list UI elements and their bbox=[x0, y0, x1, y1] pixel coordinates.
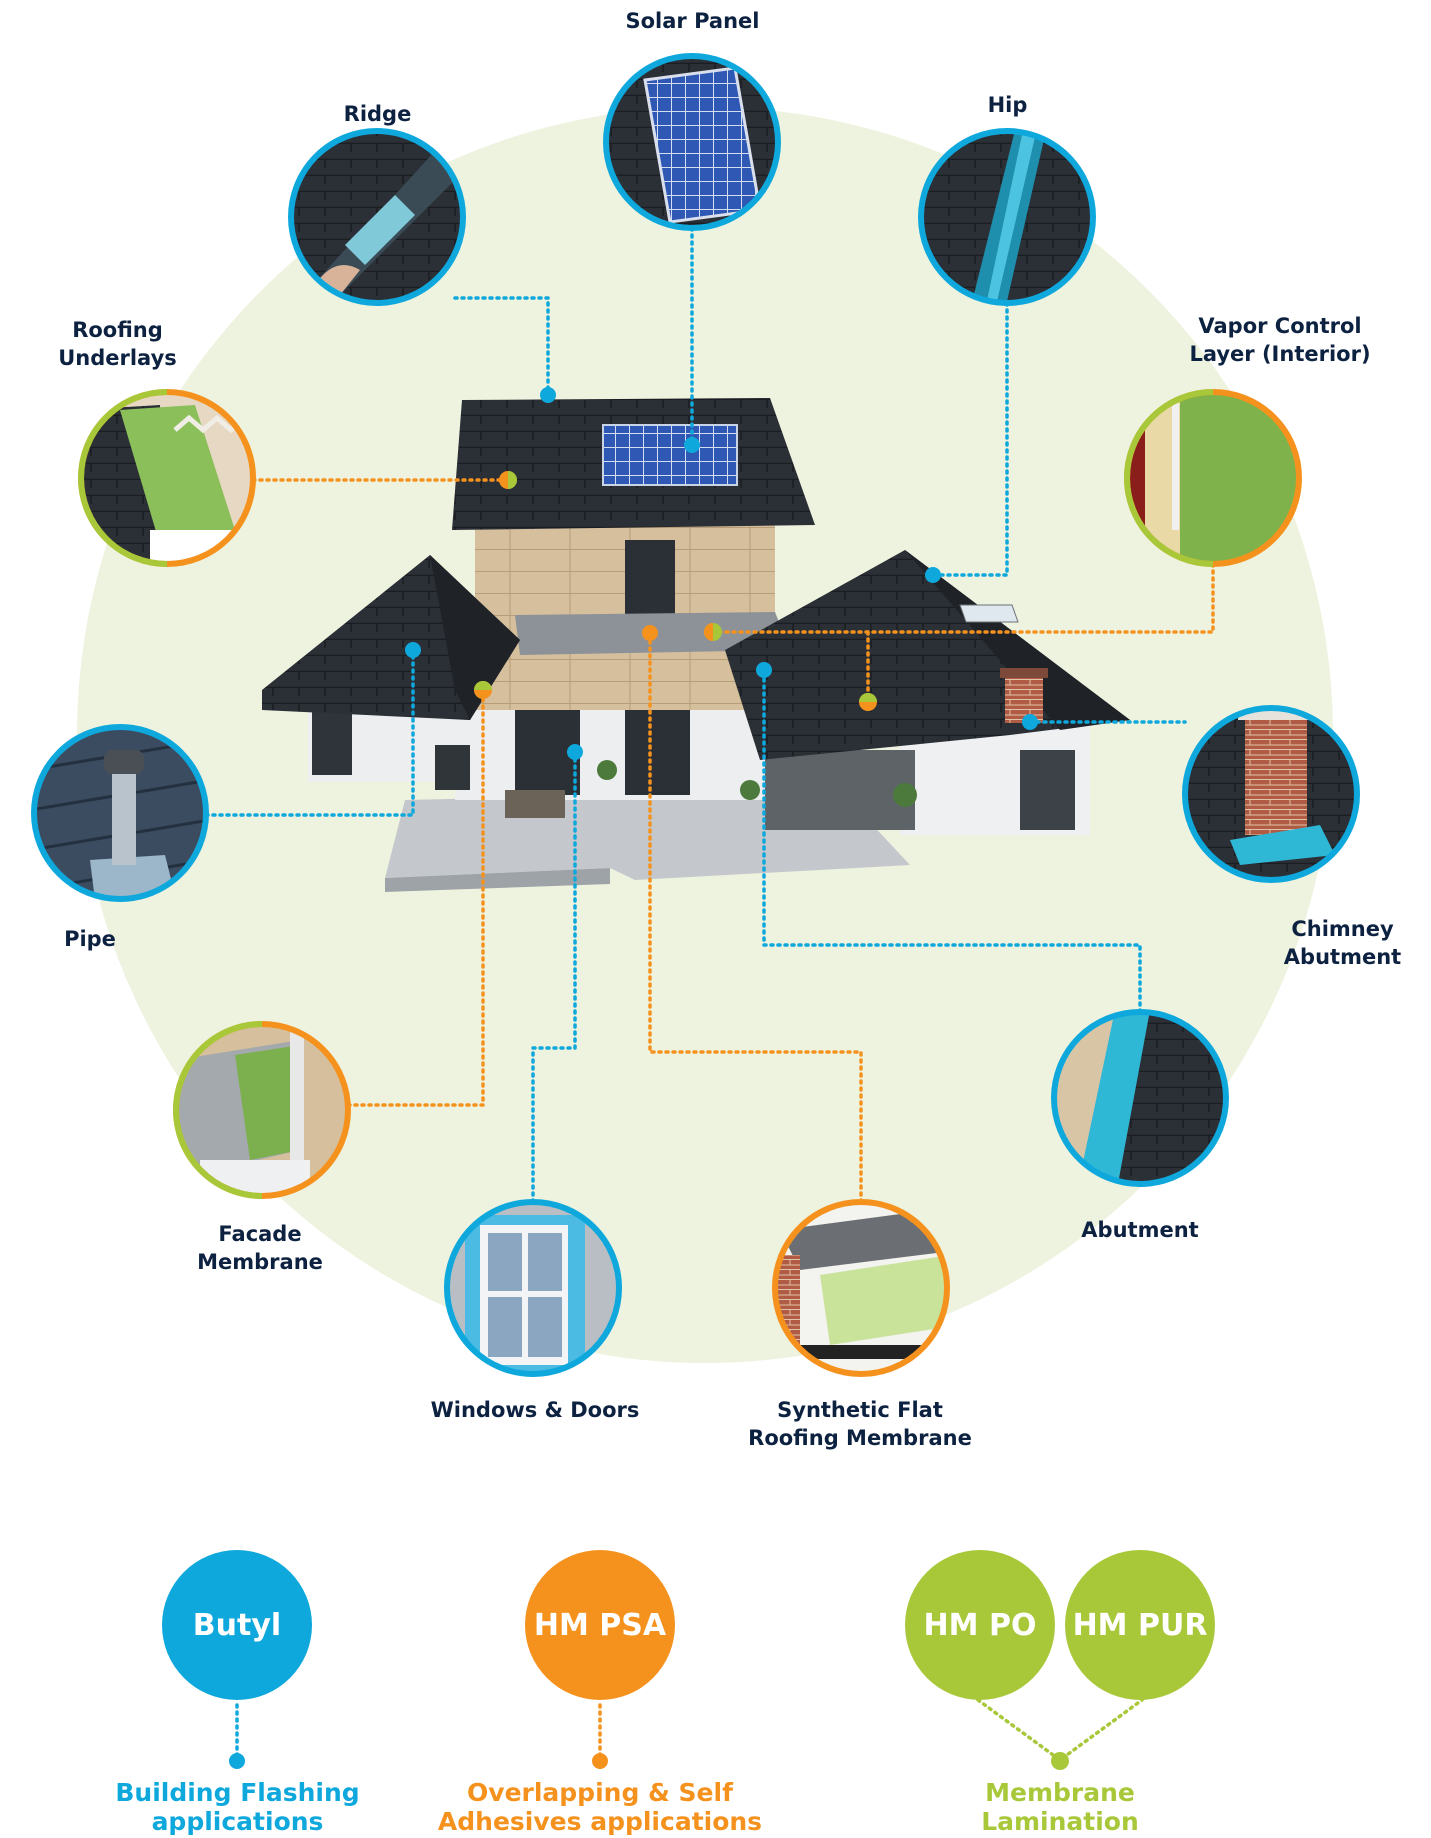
chip-butyl: Butyl bbox=[162, 1550, 312, 1700]
label-roofing-underlays: Roofing Underlays bbox=[58, 318, 177, 370]
chip-hm-pur: HM PUR bbox=[1065, 1550, 1215, 1700]
label-vapor-control: Vapor Control Layer (Interior) bbox=[1189, 314, 1371, 366]
hip-detail bbox=[921, 131, 1093, 303]
line-windows bbox=[531, 750, 577, 1204]
caption-membrane-lamination: Membrane Lamination bbox=[981, 1778, 1139, 1836]
chimney-abutment-detail bbox=[1185, 708, 1357, 880]
label-abutment: Abutment bbox=[1081, 1218, 1199, 1242]
label-hip: Hip bbox=[987, 93, 1028, 117]
synthetic-flat-roofing-detail bbox=[775, 1202, 947, 1374]
line-flat bbox=[648, 631, 863, 1204]
chip-hm-psa: HM PSA bbox=[525, 1550, 675, 1700]
line-pipe bbox=[204, 648, 415, 817]
legend-line-lamination bbox=[976, 1698, 1144, 1763]
connector-dots bbox=[405, 387, 1038, 760]
label-facade-membrane: Facade Membrane bbox=[197, 1222, 323, 1274]
line-facade bbox=[346, 688, 485, 1107]
facade-membrane-detail bbox=[176, 1024, 348, 1196]
line-ridge bbox=[453, 296, 550, 397]
solar-panel-detail bbox=[606, 56, 778, 228]
caption-overlapping-self-adhesives: Overlapping & Self Adhesives application… bbox=[437, 1778, 763, 1836]
line-vapor bbox=[711, 562, 1215, 634]
label-solar-panel: Solar Panel bbox=[625, 9, 760, 33]
label-chimney-abutment: Chimney Abutment bbox=[1283, 917, 1402, 969]
windows-doors-detail bbox=[447, 1202, 619, 1374]
label-pipe: Pipe bbox=[64, 927, 116, 951]
caption-building-flashing: Building Flashing applications bbox=[115, 1778, 360, 1836]
label-windows-doors: Windows & Doors bbox=[430, 1398, 640, 1422]
ridge-detail bbox=[291, 131, 463, 303]
label-ridge: Ridge bbox=[343, 102, 412, 126]
line-abutment bbox=[762, 668, 1142, 1014]
label-synthetic-flat-roofing: Synthetic Flat Roofing Membrane bbox=[748, 1398, 972, 1450]
abutment-detail bbox=[1054, 1012, 1226, 1184]
line-hip bbox=[931, 301, 1009, 577]
chip-hm-po: HM PO bbox=[905, 1550, 1055, 1700]
pipe-detail bbox=[34, 727, 206, 899]
